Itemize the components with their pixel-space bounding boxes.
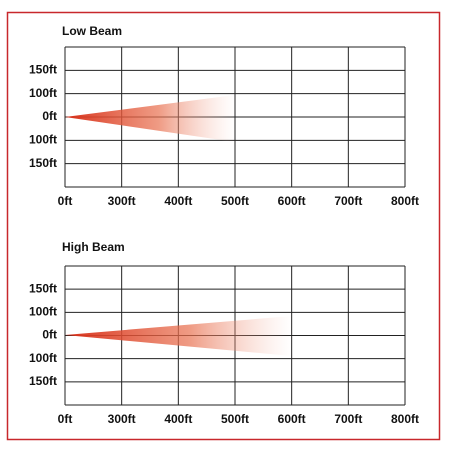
frame	[6, 11, 441, 441]
y-label: 100ft	[29, 305, 57, 319]
x-label: 500ft	[221, 194, 249, 208]
x-label: 600ft	[278, 412, 306, 426]
x-label: 700ft	[334, 194, 362, 208]
x-label: 500ft	[221, 412, 249, 426]
x-label: 600ft	[278, 194, 306, 208]
y-label: 150ft	[29, 374, 57, 388]
x-label: 400ft	[164, 412, 192, 426]
x-label: 300ft	[108, 412, 136, 426]
panel-title: High Beam	[62, 240, 125, 254]
high-beam-pattern	[65, 316, 292, 356]
y-label: 0ft	[42, 328, 57, 342]
y-label: 150ft	[29, 63, 57, 77]
x-label: 0ft	[58, 412, 73, 426]
x-label: 400ft	[164, 194, 192, 208]
low-beam-pattern	[65, 95, 235, 142]
y-label: 100ft	[29, 133, 57, 147]
y-label: 150ft	[29, 281, 57, 295]
y-label: 100ft	[29, 86, 57, 100]
y-label: 150ft	[29, 156, 57, 170]
x-label: 700ft	[334, 412, 362, 426]
x-label: 800ft	[391, 412, 419, 426]
x-label: 0ft	[58, 194, 73, 208]
panel-title: Low Beam	[62, 24, 122, 38]
x-label: 300ft	[108, 194, 136, 208]
y-label: 100ft	[29, 351, 57, 365]
y-label: 0ft	[42, 109, 57, 123]
x-label: 800ft	[391, 194, 419, 208]
